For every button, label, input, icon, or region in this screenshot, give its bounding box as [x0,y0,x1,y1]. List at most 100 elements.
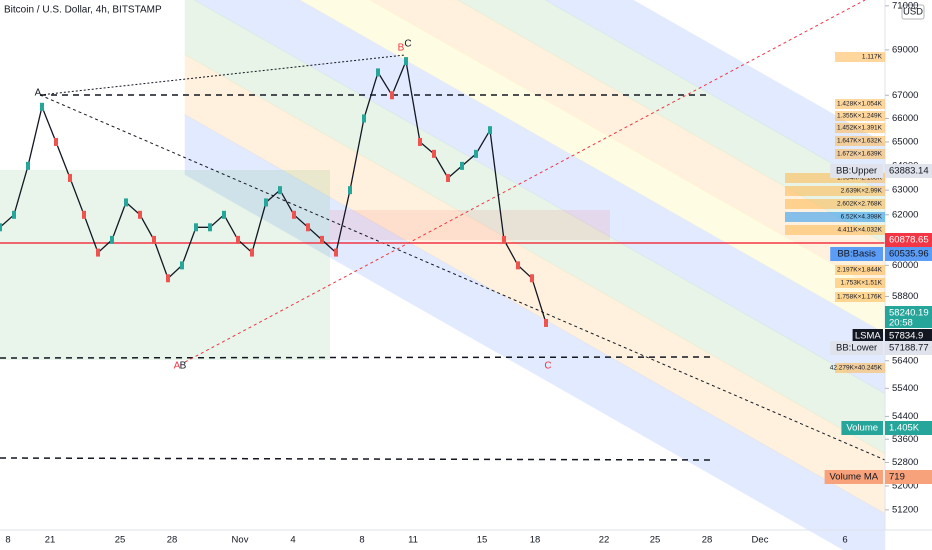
candle [432,149,436,158]
point-label: C [544,361,551,372]
x-tick-label: 15 [477,535,488,546]
badge-label: BB:Basis [837,249,876,260]
price-badge [885,164,932,178]
pitchfork-band [184,113,886,550]
candle [306,223,310,232]
y-tick-label: 65000 [892,136,918,147]
candle [264,198,268,207]
candle [222,210,226,219]
level-line [0,356,716,359]
ichimoku-cloud [330,210,610,240]
candle [460,161,464,170]
volume-profile-bar [785,199,885,209]
y-tick-label: 54400 [892,411,918,422]
badge-label-box [824,470,883,484]
price-badge-value: 719 [889,472,905,483]
candle [236,235,240,244]
volume-profile-label: 1.934K×2.168K [837,175,883,182]
x-tick-label: 4 [290,535,295,546]
candle [404,57,408,66]
volume-profile-bar [835,149,885,159]
candle [362,114,366,123]
price-series [0,58,547,324]
y-tick-label: 52000 [892,480,918,491]
y-tick-label: 66000 [892,113,918,124]
point-label: C [404,39,411,50]
candle [488,126,492,135]
volume-profile-bar [835,363,885,373]
candle [390,91,394,100]
candle [320,235,324,244]
x-tick-label: 8 [359,535,364,546]
x-tick-label: 25 [115,535,126,546]
badge-label: Volume [846,423,878,434]
price-badge-value: 60535.96 [889,249,929,260]
volume-profile-bar [785,225,885,235]
y-tick-label: 60000 [892,260,918,271]
x-tick-label: 11 [408,535,418,546]
badge-label: BB:Lower [836,343,877,354]
badge-label-box [830,247,883,261]
candle [138,210,142,219]
volume-profile-label: 2.602K×2.768K [837,201,883,208]
candle [278,186,282,195]
x-tick-label: 25 [650,535,661,546]
price-badge [885,329,932,343]
candle [110,235,114,244]
y-tick-label: 63000 [892,185,918,196]
y-tick-label: 69000 [892,44,918,55]
volume-profile-label: 4.411K×4.032K [837,227,882,234]
point-label: A [174,361,181,372]
volume-profile-label: 1.355K×1.249K [837,113,883,120]
candle [124,198,128,207]
price-badge [885,341,932,355]
volume-profile-bar [835,278,885,288]
x-tick-label: 6 [842,535,847,546]
y-tick-label: 67000 [892,90,918,101]
badge-label-box [830,341,883,355]
candle [26,161,30,170]
volume-profile-label: 2.197K×1.844K [837,267,883,274]
volume-profile-label: 6.52K×4.398K [841,214,883,221]
badge-label: BB:Upper [836,166,877,177]
badge-label-box [852,329,883,343]
badge-label: LSMA [855,331,882,342]
volume-profile-bar [835,265,885,275]
title: Bitcoin / U.S. Dollar, 4h, BITSTAMP [4,5,162,16]
y-tick-label: 51200 [892,504,918,515]
candle [12,210,16,219]
volume-profile-bar [835,292,885,302]
volume-profile-bar [835,123,885,133]
volume-profile-label: 1.452K×1.391K [837,125,883,132]
candle [334,248,338,257]
candle [180,261,184,270]
price-badge-time: 20:58 [889,318,913,329]
volume-profile-label: 1.428K×1.054K [837,101,883,108]
point-label: B [180,361,187,372]
candle [474,149,478,158]
median-line [184,0,866,363]
price-badge [885,421,932,435]
candle [0,223,2,232]
y-tick-label: 62000 [892,209,918,220]
candle [348,186,352,195]
badge-label: Volume MA [830,472,879,483]
currency-button[interactable] [901,4,925,20]
badge-label-box [830,164,883,178]
volume-profile-label: 1.117K [862,54,883,61]
y-tick-label: 71000 [892,0,918,11]
candle [516,261,520,270]
badge-label-box [841,421,883,435]
trend-line [39,54,406,96]
volume-profile-bar [835,52,885,62]
currency[interactable]: USD [903,7,923,18]
volume-profile-label: 1.672K×1.639K [837,151,883,158]
candle [446,173,450,182]
volume-profile-label: 1.647K×1.632K [837,138,883,145]
ichimoku-cloud [0,170,330,360]
candle [68,173,72,182]
price-badge-value: 60878.65 [889,235,929,246]
x-tick-label: 28 [702,535,713,546]
y-tick-label: 53600 [892,434,918,445]
